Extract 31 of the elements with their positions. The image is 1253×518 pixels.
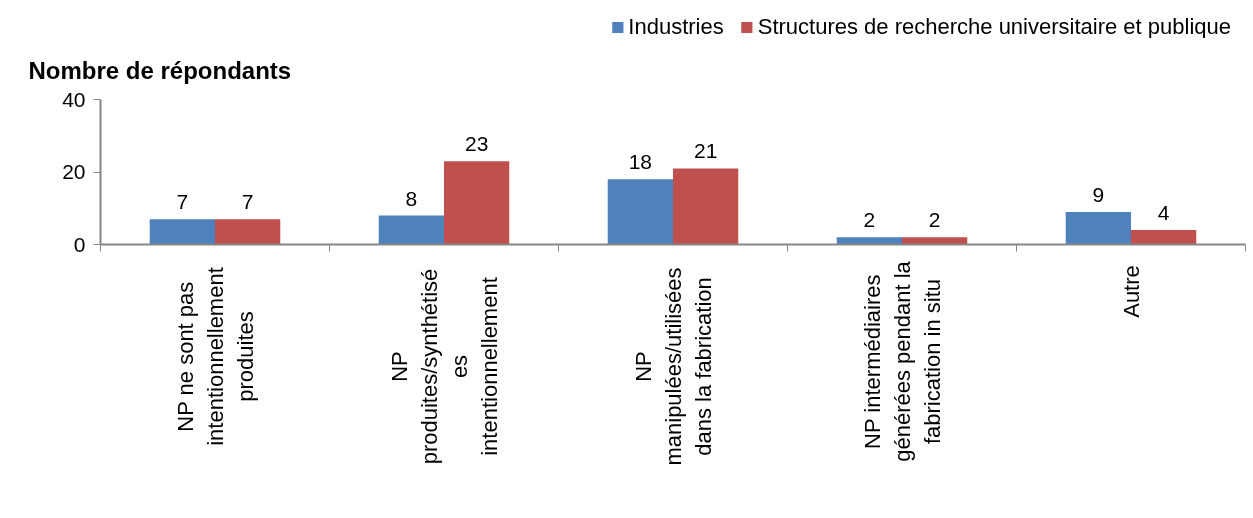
x-tick-label: NP manipulées/utilisées dans la fabrication — [630, 267, 716, 466]
y-axis-title: Nombre de répondants — [28, 56, 292, 84]
bar — [673, 168, 739, 245]
bar — [836, 237, 902, 245]
x-tick-label: Autre — [1118, 265, 1144, 318]
legend-label: Industries — [628, 14, 724, 40]
x-tick-label: NP produites/synthétisées intentionnellement — [386, 268, 502, 465]
data-label: 18 — [628, 150, 653, 174]
y-tick-label: 0 — [73, 232, 86, 256]
legend-label: Structures de recherche universitaire et publique — [757, 14, 1231, 40]
data-label: 21 — [693, 139, 718, 163]
bar — [607, 179, 673, 245]
bar — [378, 215, 444, 245]
data-label: 2 — [863, 208, 876, 232]
bar — [1131, 230, 1197, 245]
bar — [902, 237, 968, 245]
data-label: 8 — [405, 186, 418, 210]
x-tick-label: NP intermédiaires générées pendant la fabrication in situ — [859, 260, 945, 462]
bar — [444, 161, 510, 245]
y-tick-label: 40 — [62, 87, 86, 111]
data-label: 7 — [241, 190, 254, 214]
bar — [215, 219, 281, 245]
x-tick-label: NP ne sont pas intentionnellement produites — [172, 267, 258, 446]
data-label: 23 — [464, 132, 489, 156]
bar — [1065, 211, 1131, 245]
y-tick-label: 20 — [62, 160, 86, 183]
bar — [149, 219, 215, 245]
data-label: 4 — [1157, 201, 1170, 224]
data-label: 9 — [1092, 182, 1105, 206]
data-label: 2 — [928, 208, 941, 232]
data-label: 7 — [176, 190, 189, 214]
